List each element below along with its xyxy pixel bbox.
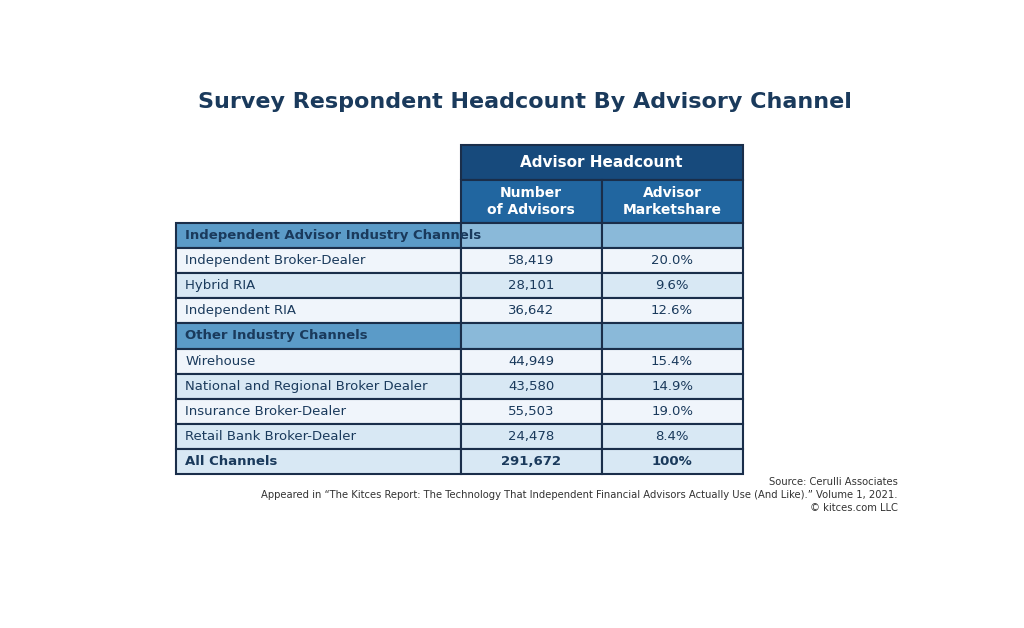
- Text: Insurance Broker-Dealer: Insurance Broker-Dealer: [185, 405, 346, 418]
- Bar: [602, 374, 742, 399]
- Bar: [176, 349, 461, 374]
- Bar: [176, 399, 461, 424]
- Bar: [461, 424, 602, 449]
- Text: Advisor
Marketshare: Advisor Marketshare: [623, 187, 722, 217]
- Text: 55,503: 55,503: [508, 405, 555, 418]
- Text: Hybrid RIA: Hybrid RIA: [185, 279, 255, 292]
- Bar: [602, 449, 742, 474]
- Bar: [461, 273, 602, 298]
- Text: National and Regional Broker Dealer: National and Regional Broker Dealer: [185, 380, 428, 392]
- Text: Retail Bank Broker-Dealer: Retail Bank Broker-Dealer: [185, 430, 356, 443]
- Text: 58,419: 58,419: [508, 254, 554, 267]
- Text: Independent RIA: Independent RIA: [185, 305, 296, 317]
- Text: 12.6%: 12.6%: [651, 305, 693, 317]
- Text: 36,642: 36,642: [508, 305, 554, 317]
- Text: 28,101: 28,101: [508, 279, 554, 292]
- Bar: [602, 349, 742, 374]
- Bar: [176, 298, 461, 323]
- Bar: [176, 248, 461, 273]
- Bar: [602, 248, 742, 273]
- Bar: [602, 273, 742, 298]
- Bar: [461, 399, 602, 424]
- Text: Appeared in “The Kitces Report: The Technology That Independent Financial Adviso: Appeared in “The Kitces Report: The Tech…: [261, 490, 898, 500]
- Text: Advisor Headcount: Advisor Headcount: [520, 155, 683, 170]
- Text: Source: Cerulli Associates: Source: Cerulli Associates: [769, 477, 898, 487]
- Text: 291,672: 291,672: [502, 455, 561, 468]
- Bar: [602, 323, 742, 349]
- Text: Wirehouse: Wirehouse: [185, 355, 256, 367]
- Bar: [461, 248, 602, 273]
- Text: 20.0%: 20.0%: [651, 254, 693, 267]
- Bar: [461, 298, 602, 323]
- Bar: [461, 323, 602, 349]
- Text: Number
of Advisors: Number of Advisors: [487, 187, 575, 217]
- Bar: [176, 223, 461, 248]
- Bar: [176, 180, 461, 223]
- Bar: [602, 298, 742, 323]
- Text: All Channels: All Channels: [185, 455, 278, 468]
- Bar: [602, 223, 742, 248]
- Bar: [176, 146, 461, 180]
- Bar: [461, 146, 742, 180]
- Bar: [602, 180, 742, 223]
- Text: 100%: 100%: [651, 455, 692, 468]
- Bar: [461, 349, 602, 374]
- Text: 19.0%: 19.0%: [651, 405, 693, 418]
- Bar: [176, 323, 461, 349]
- Text: 24,478: 24,478: [508, 430, 554, 443]
- Bar: [176, 374, 461, 399]
- Bar: [461, 223, 602, 248]
- Text: Other Industry Channels: Other Industry Channels: [185, 330, 368, 342]
- Bar: [602, 399, 742, 424]
- Bar: [176, 273, 461, 298]
- Bar: [176, 449, 461, 474]
- Bar: [461, 374, 602, 399]
- Text: Independent Advisor Industry Channels: Independent Advisor Industry Channels: [185, 229, 481, 242]
- Text: 9.6%: 9.6%: [655, 279, 689, 292]
- Bar: [461, 449, 602, 474]
- Text: 15.4%: 15.4%: [651, 355, 693, 367]
- Bar: [176, 424, 461, 449]
- Text: 43,580: 43,580: [508, 380, 554, 392]
- Text: Independent Broker-Dealer: Independent Broker-Dealer: [185, 254, 366, 267]
- Text: 8.4%: 8.4%: [655, 430, 689, 443]
- Text: © kitces.com LLC: © kitces.com LLC: [810, 503, 898, 513]
- Text: Survey Respondent Headcount By Advisory Channel: Survey Respondent Headcount By Advisory …: [198, 92, 852, 112]
- Bar: [602, 424, 742, 449]
- Bar: [461, 180, 602, 223]
- Text: 44,949: 44,949: [508, 355, 554, 367]
- Text: 14.9%: 14.9%: [651, 380, 693, 392]
